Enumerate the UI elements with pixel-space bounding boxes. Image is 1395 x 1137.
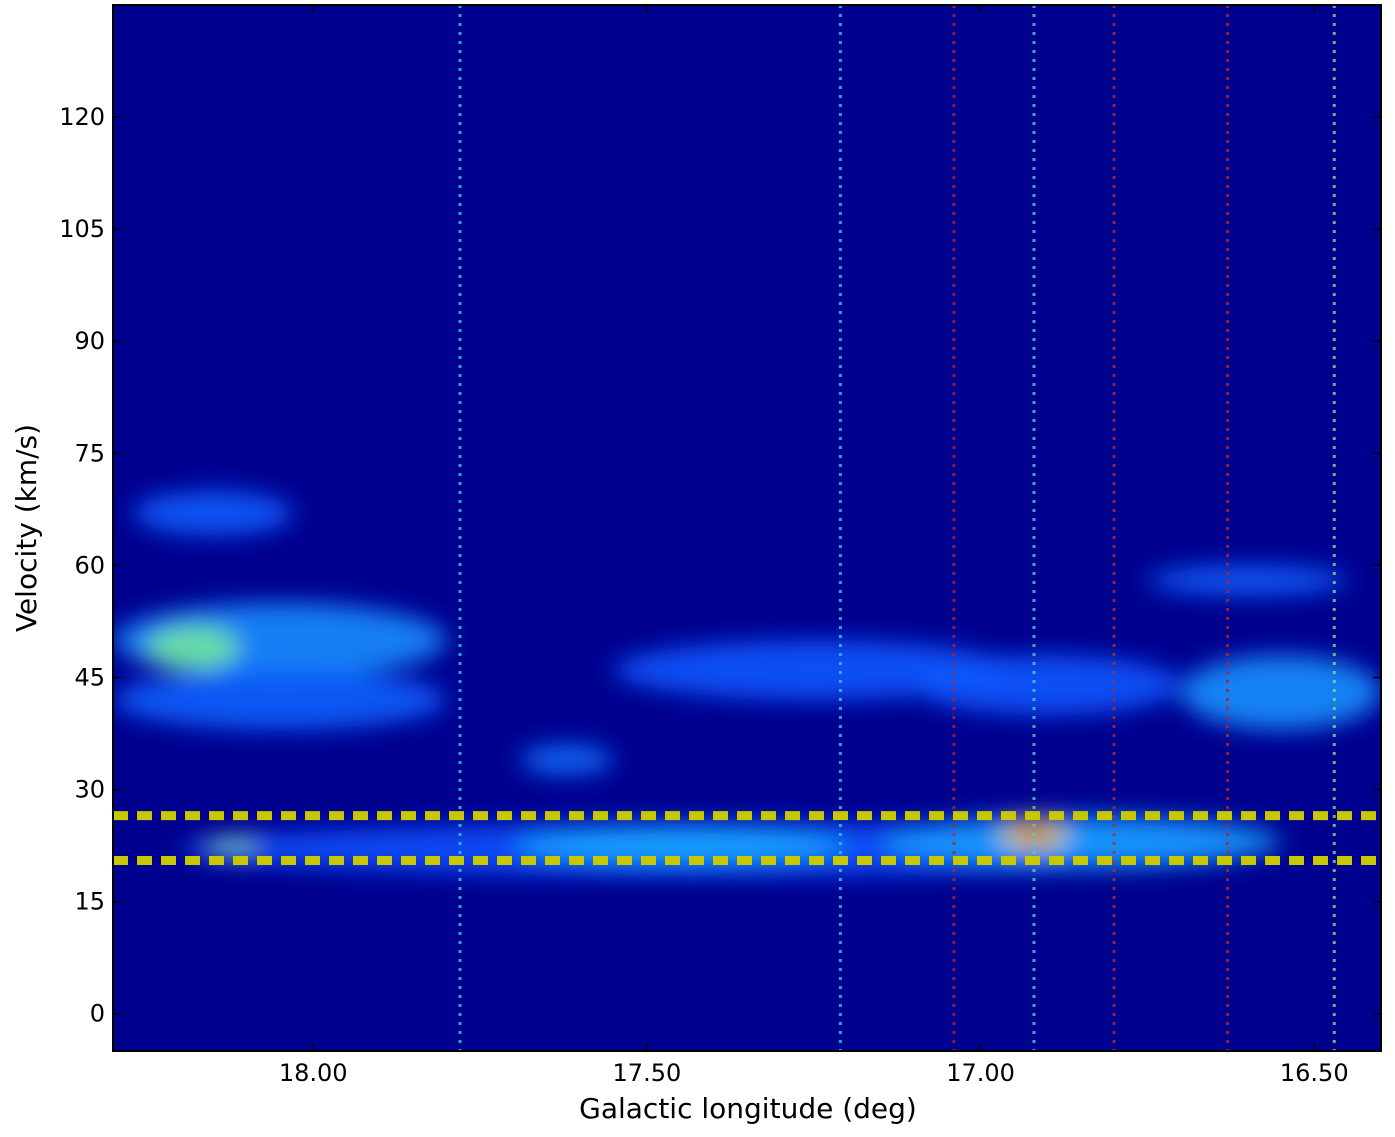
- emission-region: [133, 490, 294, 536]
- emission-region: [206, 838, 260, 854]
- y-axis-label: Velocity (km/s): [10, 424, 43, 632]
- emission-region: [520, 744, 614, 775]
- emission-region: [1147, 565, 1348, 596]
- y-tick-label: 60: [74, 551, 105, 579]
- emission-region: [613, 640, 1014, 700]
- y-tick-label: 0: [90, 1000, 105, 1028]
- heatmap-background: [113, 5, 1381, 1051]
- x-tick-label: 17.00: [946, 1059, 1015, 1087]
- y-tick-label: 120: [59, 103, 105, 131]
- y-tick-label: 90: [74, 327, 105, 355]
- emission-region: [880, 815, 1281, 868]
- y-tick-label: 45: [74, 663, 105, 691]
- emission-region: [513, 826, 848, 865]
- y-tick-label: 105: [59, 215, 105, 243]
- emission-region: [113, 669, 447, 730]
- y-tick-label: 75: [74, 439, 105, 467]
- x-tick-label: 16.50: [1280, 1059, 1349, 1087]
- x-tick-label: 18.00: [279, 1059, 348, 1087]
- x-axis-label: Galactic longitude (deg): [579, 1092, 917, 1125]
- y-tick-label: 30: [74, 776, 105, 804]
- plot-frame: [112, 4, 1382, 1052]
- emission-region: [146, 625, 240, 670]
- y-tick-label: 15: [74, 888, 105, 916]
- plot-area: [113, 5, 1381, 1051]
- emission-region: [1180, 655, 1381, 730]
- emission-layer: [113, 490, 1381, 876]
- x-tick-label: 17.50: [613, 1059, 682, 1087]
